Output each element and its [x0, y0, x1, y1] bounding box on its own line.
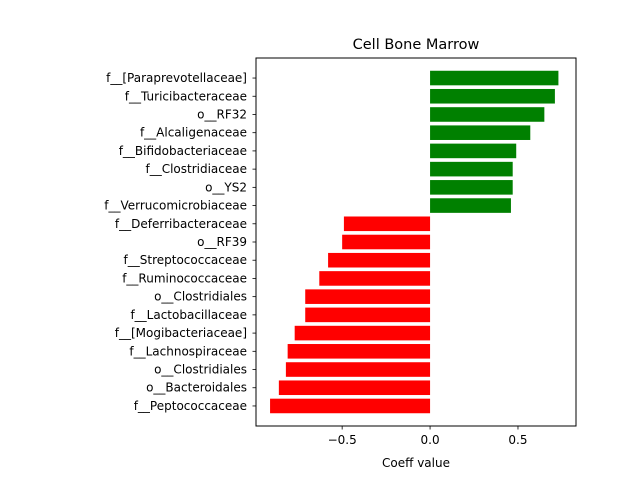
- x-axis: −0.5 0.0 0.5: [328, 426, 528, 447]
- category-label: f__Peptococcaceae: [134, 399, 247, 413]
- category-label: f__Ruminococcaceae: [122, 271, 247, 285]
- category-label: f__Bifidobacteriaceae: [119, 144, 247, 158]
- category-label: f__Lactobacillaceae: [130, 308, 247, 322]
- category-label: f__Lachnospiraceae: [129, 344, 247, 358]
- bar: [270, 398, 431, 414]
- bar: [285, 362, 431, 377]
- category-label: f__Verrucomicrobiaceae: [104, 199, 247, 213]
- bar: [430, 198, 511, 213]
- x-tick-label: 0.0: [421, 433, 440, 447]
- plot-frame: [255, 57, 577, 427]
- bar: [343, 216, 431, 232]
- bar: [430, 70, 559, 86]
- bars-layer: [270, 70, 559, 414]
- category-label: f__Clostridiaceae: [145, 162, 247, 176]
- category-label: o__Clostridiales: [154, 363, 247, 377]
- x-axis-label: Coeff value: [382, 456, 450, 470]
- category-label: f__[Mogibacteriaceae]: [115, 326, 247, 340]
- bar: [430, 107, 545, 122]
- category-label: f__Turicibacteraceae: [125, 89, 247, 103]
- chart-title: Cell Bone Marrow: [353, 37, 480, 53]
- category-label: o__RF32: [197, 107, 247, 121]
- bar: [305, 307, 431, 323]
- bar: [287, 344, 431, 359]
- bar: [319, 271, 431, 286]
- category-label: o__Clostridiales: [154, 290, 247, 304]
- category-label: o__RF39: [197, 235, 247, 249]
- bar: [430, 180, 513, 195]
- bar: [430, 125, 531, 140]
- bar: [430, 161, 513, 177]
- bar: [430, 143, 517, 159]
- category-labels: f__[Paraprevotellaceae] f__Turicibacterac…: [104, 71, 256, 413]
- category-label: f__Streptococcaceae: [124, 253, 247, 267]
- bar: [342, 234, 431, 250]
- category-label: f__[Paraprevotellaceae]: [106, 71, 247, 85]
- category-label: o__YS2: [205, 180, 247, 194]
- category-label: o__Bacteroidales: [146, 381, 247, 395]
- bar: [305, 289, 431, 304]
- bar: [430, 88, 555, 104]
- bar: [328, 252, 431, 268]
- x-tick-label: −0.5: [328, 433, 357, 447]
- category-label: f__Deferribacteraceae: [115, 217, 247, 231]
- x-tick-label: 0.5: [508, 433, 527, 447]
- category-label: f__Alcaligenaceae: [140, 126, 247, 140]
- bar: [278, 380, 431, 396]
- bar: [294, 325, 431, 341]
